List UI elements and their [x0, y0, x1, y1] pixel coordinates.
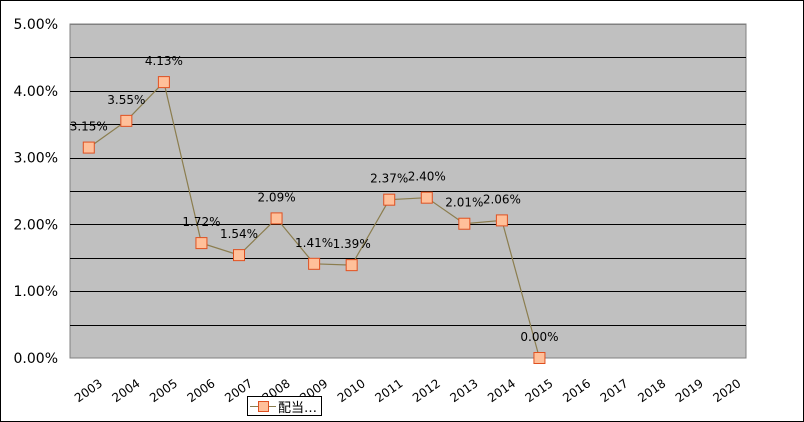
y-tick-label: 1.00%	[14, 284, 58, 300]
data-label: 2.06%	[483, 192, 521, 206]
y-tick-label: 3.00%	[14, 151, 58, 167]
legend-marker-icon	[250, 399, 276, 413]
data-point	[195, 237, 208, 250]
x-tick-label: 2017	[598, 376, 631, 405]
data-label: 2.37%	[370, 172, 408, 186]
data-point	[495, 214, 508, 227]
data-label: 2.09%	[257, 190, 295, 204]
data-point	[233, 249, 245, 262]
data-point	[157, 76, 170, 89]
x-tick-label: 2006	[185, 376, 218, 405]
y-tick-label: 5.00%	[14, 17, 58, 33]
x-tick-label: 2019	[673, 376, 706, 405]
x-tick-label: 2018	[635, 376, 668, 405]
data-point	[420, 191, 433, 204]
data-label: 1.39%	[333, 237, 371, 251]
data-label: 1.72%	[182, 215, 220, 229]
x-tick-label: 2010	[335, 376, 368, 405]
data-point	[82, 141, 95, 154]
data-point	[383, 193, 396, 206]
data-label: 2.01%	[445, 196, 483, 210]
legend-label: 配当…	[278, 400, 318, 416]
data-point	[458, 217, 471, 230]
x-tick-label: 2005	[147, 376, 180, 405]
data-point	[345, 259, 358, 272]
data-point	[308, 257, 321, 270]
data-label: 1.41%	[295, 236, 333, 250]
legend: 配当…	[247, 396, 323, 416]
data-point	[270, 212, 283, 225]
data-label: 1.54%	[220, 227, 258, 241]
y-tick-label: 4.00%	[14, 84, 58, 100]
data-label: 0.00%	[520, 330, 558, 344]
data-label: 3.15%	[70, 120, 108, 134]
y-tick-label: 0.00%	[14, 351, 58, 367]
x-tick-label: 2011	[372, 376, 405, 405]
x-tick-label: 2003	[72, 376, 105, 405]
x-tick-label: 2015	[523, 376, 556, 405]
data-point	[120, 114, 133, 127]
x-tick-label: 2014	[485, 376, 518, 405]
data-label: 3.55%	[107, 93, 145, 107]
x-tick-label: 2020	[710, 376, 743, 405]
y-tick-label: 2.00%	[14, 217, 58, 233]
x-tick-label: 2016	[560, 376, 593, 405]
x-tick-label: 2012	[410, 376, 443, 405]
data-point	[533, 352, 546, 364]
x-tick-label: 2004	[110, 376, 143, 405]
data-label: 4.13%	[145, 54, 183, 68]
x-tick-label: 2013	[448, 376, 481, 405]
data-label: 2.40%	[408, 170, 446, 184]
